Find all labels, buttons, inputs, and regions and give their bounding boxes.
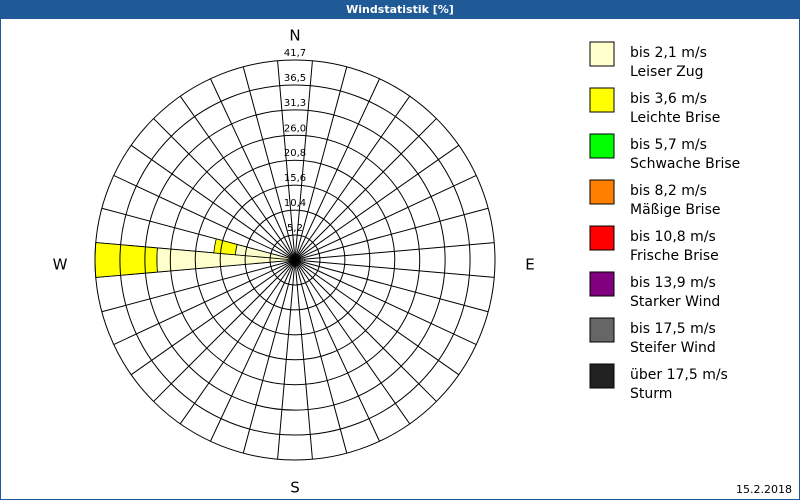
legend-label: bis 8,2 m/s [630,183,707,199]
legend-swatch [590,318,614,342]
r-tick-label: 26,0 [284,123,306,134]
legend-swatch [590,180,614,204]
legend-label: bis 10,8 m/s [630,229,716,245]
r-tick-label: 31,3 [284,98,306,109]
legend-label: bis 17,5 m/s [630,321,716,337]
r-tick-label: 10,4 [284,198,306,209]
date: 15.2.2018 [736,483,792,496]
direction-label: W [53,256,68,274]
chart-title: Windstatistik [%] [346,3,454,16]
legend-swatch [590,364,614,388]
legend-description: Steifer Wind [630,340,716,356]
legend-description: Leichte Brise [630,110,720,126]
legend-swatch [590,272,614,296]
legend-label: bis 13,9 m/s [630,275,716,291]
legend-swatch [590,42,614,66]
legend-swatch [590,226,614,250]
r-tick-label: 41,7 [284,48,306,59]
direction-label: E [525,256,534,274]
legend-description: Leiser Zug [630,64,704,80]
legend-description: Mäßige Brise [630,202,720,218]
legend-label: bis 3,6 m/s [630,91,707,107]
r-tick-label: 20,8 [284,148,306,159]
legend-swatch [590,134,614,158]
sector [95,243,157,278]
legend-description: Schwache Brise [630,156,740,172]
legend-description: Frische Brise [630,248,719,264]
legend-swatch [590,88,614,112]
r-tick-label: 15,6 [284,173,306,184]
legend-label: über 17,5 m/s [630,367,728,383]
legend-label: bis 5,7 m/s [630,137,707,153]
direction-label: S [290,479,300,497]
legend-label: bis 2,1 m/s [630,45,707,61]
direction-label: N [289,27,300,45]
legend-description: Starker Wind [630,294,720,310]
legend-description: Sturm [630,386,672,402]
r-tick-label: 36,5 [284,73,306,84]
r-tick-label: 5,2 [287,223,303,234]
